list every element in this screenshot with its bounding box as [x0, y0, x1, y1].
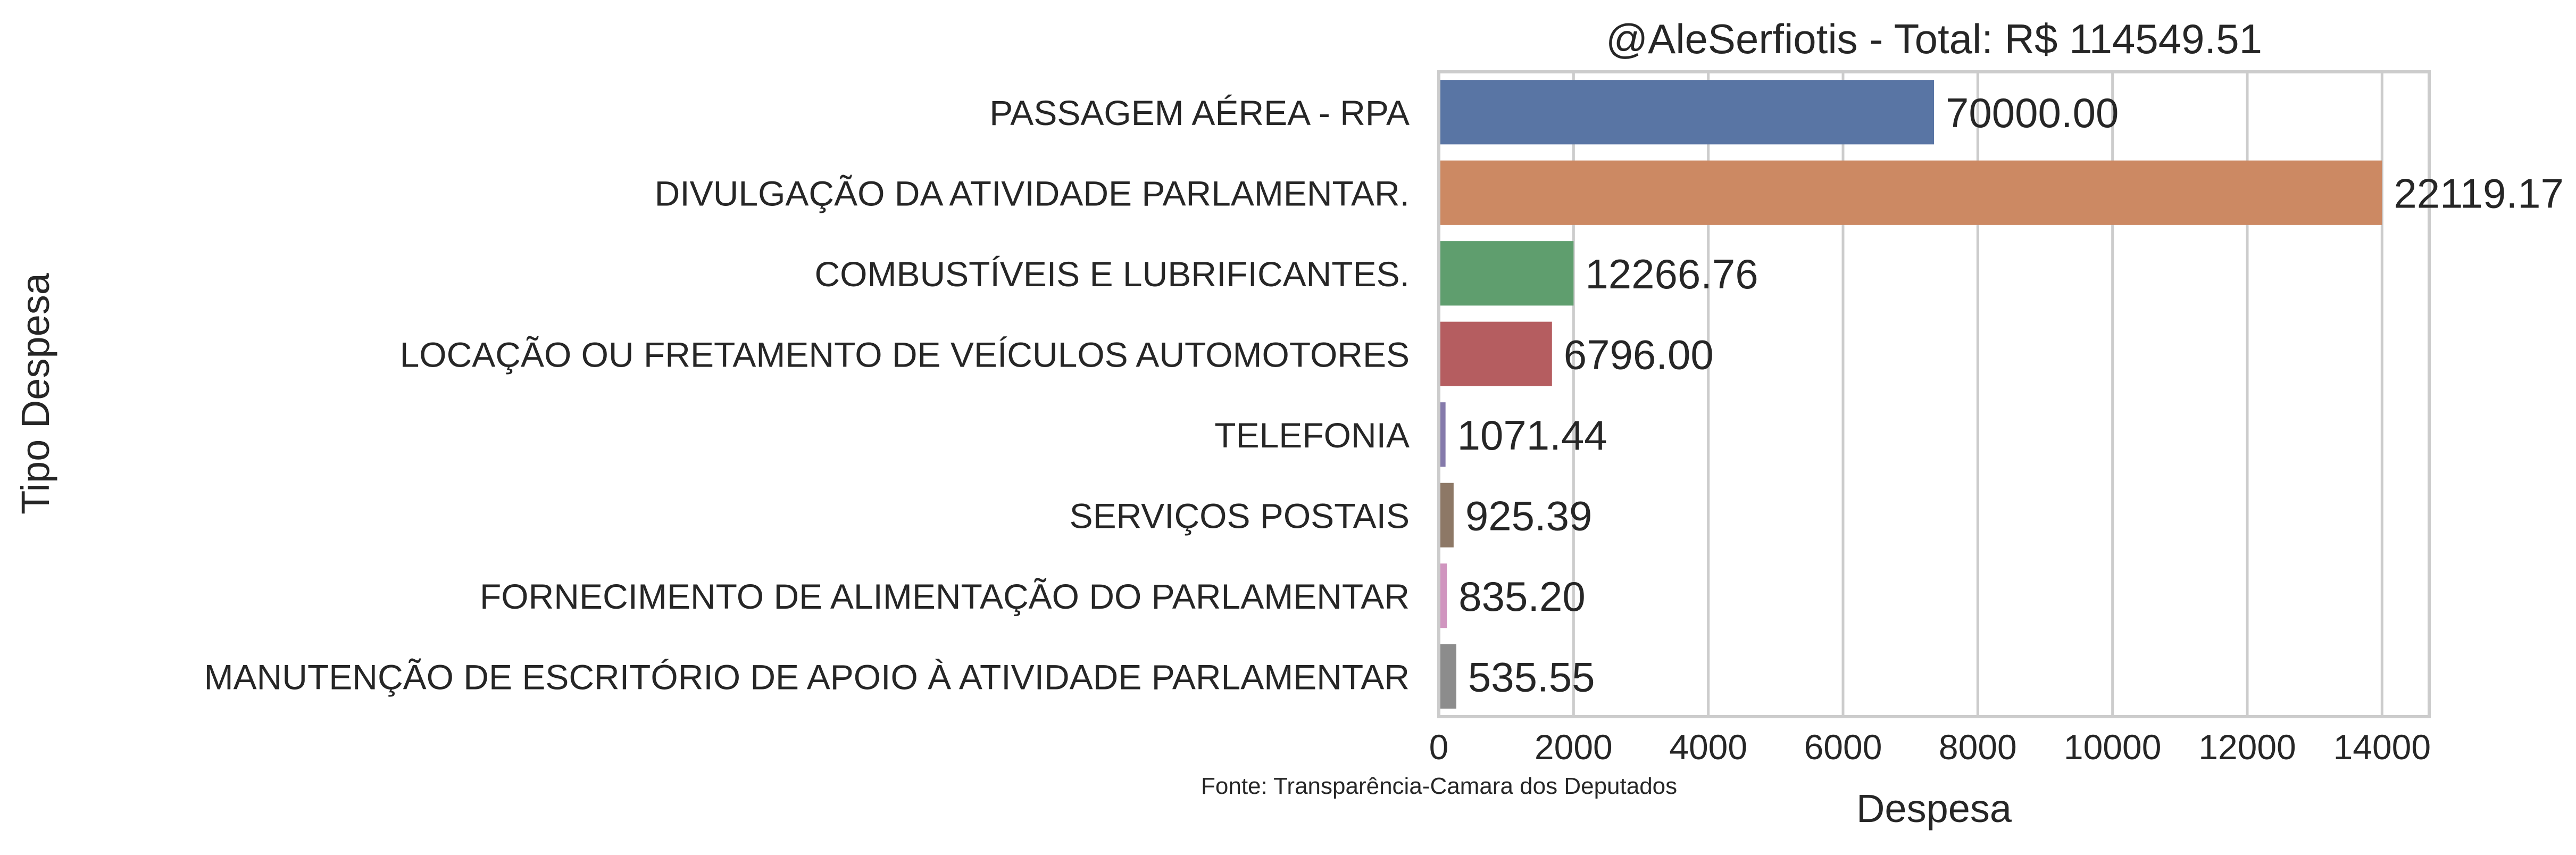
data-label: 535.55: [1468, 653, 1595, 700]
data-label: 6796.00: [1564, 331, 1714, 378]
data-label: 925.39: [1465, 492, 1593, 539]
data-label: 70000.00: [1946, 89, 2119, 136]
x-tick-label: 4000: [1669, 727, 1747, 767]
data-label: 12266.76: [1585, 251, 1758, 297]
bar: [1439, 80, 1934, 145]
data-label: 1071.44: [1457, 412, 1607, 459]
bar: [1439, 321, 1552, 386]
x-tick-label: 6000: [1804, 727, 1882, 767]
data-label: 835.20: [1458, 573, 1586, 620]
chart-title: @AleSerfiotis - Total: R$ 114549.51: [1606, 15, 2262, 62]
category-label: MANUTENÇÃO DE ESCRITÓRIO DE APOIO À ATIV…: [204, 657, 1410, 696]
bar: [1439, 241, 1574, 306]
x-tick-label: 14000: [2333, 727, 2431, 767]
category-label: PASSAGEM AÉREA - RPA: [989, 93, 1410, 132]
category-label: LOCAÇÃO OU FRETAMENTO DE VEÍCULOS AUTOMO…: [400, 335, 1410, 374]
x-tick-label: 12000: [2198, 727, 2296, 767]
category-label: DIVULGAÇÃO DA ATIVIDADE PARLAMENTAR.: [655, 173, 1410, 213]
x-tick-label: 10000: [2064, 727, 2162, 767]
x-tick-label: 8000: [1939, 727, 2017, 767]
labels: 0 2000 4000 6000 8000 10000 12000 14000 PASSAGEM…: [204, 89, 2564, 767]
x-axis-title: Despesa: [1856, 786, 2012, 831]
source-note: Fonte: Transparência-Camara dos Deputado…: [1201, 773, 1677, 799]
x-tick-label: 0: [1429, 727, 1449, 767]
data-label: 22119.17: [2394, 170, 2564, 217]
bar: [1439, 402, 1446, 467]
category-label: TELEFONIA: [1214, 416, 1410, 455]
bar: [1439, 483, 1454, 547]
y-axis-title: Tipo Despesa: [13, 272, 57, 514]
bar: [1439, 563, 1447, 628]
bars: [1439, 80, 2382, 709]
bar: [1439, 644, 1456, 709]
bar: [1439, 160, 2382, 225]
category-label: SERVIÇOS POSTAIS: [1070, 496, 1410, 535]
x-tick-label: 2000: [1535, 727, 1613, 767]
category-label: FORNECIMENTO DE ALIMENTAÇÃO DO PARLAMENT…: [480, 577, 1410, 616]
plot-frame: [1437, 70, 2431, 718]
category-label: COMBUSTÍVEIS E LUBRIFICANTES.: [814, 254, 1410, 294]
